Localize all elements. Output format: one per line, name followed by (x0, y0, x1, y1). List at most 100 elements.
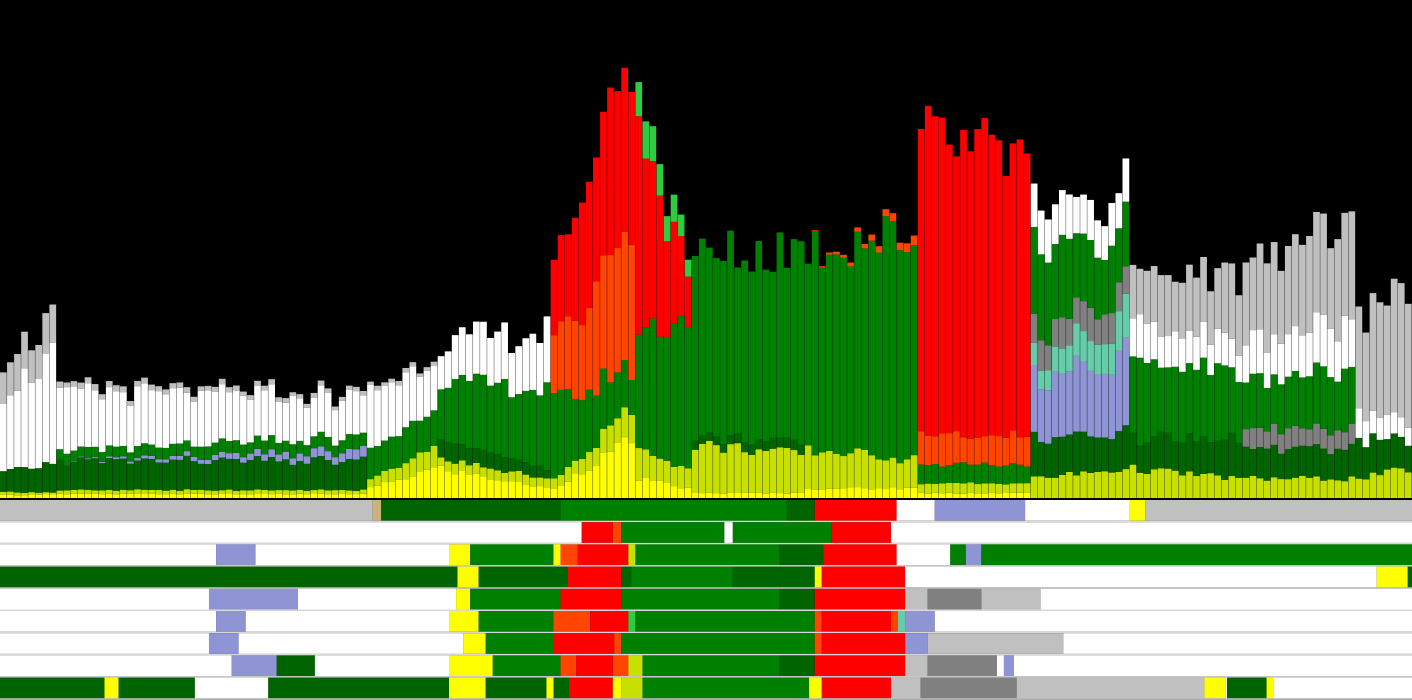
area-segment-yellow (487, 479, 494, 498)
area-segment-light-gray (1200, 257, 1207, 322)
row-segment-white (1273, 677, 1412, 699)
area-segment-white (98, 399, 106, 453)
area-segment-green (247, 442, 254, 454)
area-segment-lime (1291, 477, 1299, 498)
area-segment-yellow (677, 488, 685, 498)
area-segment-yellow (402, 479, 410, 498)
area-segment-yellow (77, 493, 85, 498)
area-segment-lime (190, 489, 198, 494)
area-segment-orange-red (1002, 437, 1010, 466)
area-segment-white (1073, 196, 1080, 234)
row-segment-light-gray (1016, 677, 1205, 699)
area-segment-green-light (635, 82, 643, 117)
area-segment-yellow (388, 481, 396, 498)
area-segment-red (557, 235, 565, 322)
area-segment-green-dark (713, 436, 720, 446)
area-segment-dark-gray (1030, 313, 1038, 343)
area-segment-green (854, 231, 861, 449)
area-segment-lime (21, 492, 28, 496)
area-segment-green (776, 232, 784, 438)
area-segment-green-dark (1059, 436, 1066, 475)
area-segment-green (614, 372, 621, 419)
area-segment-green (501, 379, 508, 458)
area-segment-white (1115, 193, 1123, 229)
row-segment-light-gray (927, 633, 1064, 654)
area-segment-lime (494, 470, 501, 481)
area-segment-green (1094, 257, 1102, 320)
row-segment-green (470, 544, 554, 566)
area-segment-green (988, 465, 996, 484)
area-segment-lime (1235, 477, 1243, 498)
area-segment-light-gray (70, 381, 78, 387)
area-segment-white (395, 385, 403, 437)
area-segment-yellow (953, 493, 960, 498)
area-segment-dark-gray (1122, 266, 1130, 294)
area-segment-green (1299, 377, 1306, 429)
row-separator (0, 698, 1412, 700)
area-segment-orange-red (600, 255, 607, 369)
area-segment-white (1362, 421, 1370, 448)
row-segment-yellow (814, 566, 822, 588)
area-segment-green-dark (1306, 446, 1313, 478)
row-segment-white (1040, 588, 1412, 610)
area-segment-red (600, 111, 607, 256)
area-segment-orange-red (614, 248, 621, 373)
area-segment-lime (367, 479, 374, 488)
row-segment-green (732, 522, 832, 543)
area-segment-light-gray (275, 397, 283, 402)
area-segment-green-dark (1179, 442, 1186, 476)
area-segment-green-dark (98, 463, 106, 491)
area-segment-green-dark (1186, 433, 1193, 472)
area-segment-green (437, 389, 445, 440)
area-segment-yellow (868, 489, 876, 498)
area-segment-green-dark (148, 458, 155, 490)
area-segment-lime (232, 490, 240, 495)
area-segment-lime (1044, 477, 1052, 498)
area-segment-green (1249, 373, 1257, 429)
area-segment-lime (663, 460, 671, 483)
area-segment-dark-gray (1277, 434, 1285, 454)
area-segment-white (268, 384, 275, 436)
area-segment-yellow (748, 492, 756, 498)
area-segment-green-dark (317, 455, 325, 490)
area-segment-white (529, 333, 537, 390)
area-segment-light-gray (176, 382, 184, 388)
area-segment-green-dark (1122, 425, 1130, 470)
area-segment-green-dark (1277, 453, 1285, 480)
area-segment-orange-red (938, 433, 946, 467)
area-segment-dark-gray (1270, 423, 1278, 445)
area-segment-green-dark (1115, 431, 1123, 472)
area-segment-lime (811, 455, 819, 490)
area-segment-green (204, 446, 212, 460)
area-segment-light-gray (28, 350, 35, 383)
area-segment-white (169, 388, 177, 444)
area-segment-yellow (720, 493, 727, 498)
area-segment-lime (296, 489, 304, 494)
area-segment-white (275, 401, 283, 443)
area-segment-lime (769, 448, 777, 493)
area-segment-lime (515, 470, 523, 482)
area-segment-green-dark (7, 469, 14, 492)
area-segment-dark-gray (1341, 432, 1349, 450)
area-segment-green (218, 438, 226, 452)
area-segment-green (268, 435, 275, 450)
area-segment-light-gray (1221, 262, 1229, 333)
area-segment-lime (225, 489, 233, 495)
area-segment-periwinkle (225, 453, 233, 459)
area-segment-green-dark (289, 464, 297, 491)
area-segment-yellow (522, 485, 530, 498)
area-segment-green (755, 241, 763, 440)
area-segment-dark-gray (1306, 429, 1313, 447)
area-segment-light-gray (388, 378, 396, 383)
area-segment-dark-gray (1094, 319, 1102, 345)
area-segment-lime (1228, 476, 1236, 498)
area-segment-white (1171, 331, 1179, 367)
area-segment-aquamarine (1122, 293, 1130, 338)
area-segment-yellow (995, 493, 1003, 498)
area-segment-white (91, 390, 99, 447)
area-segment-lime (282, 490, 290, 495)
area-segment-light-gray (148, 384, 155, 391)
area-segment-green (169, 443, 177, 456)
area-segment-white (1214, 328, 1222, 364)
area-segment-aquamarine (1073, 323, 1080, 356)
